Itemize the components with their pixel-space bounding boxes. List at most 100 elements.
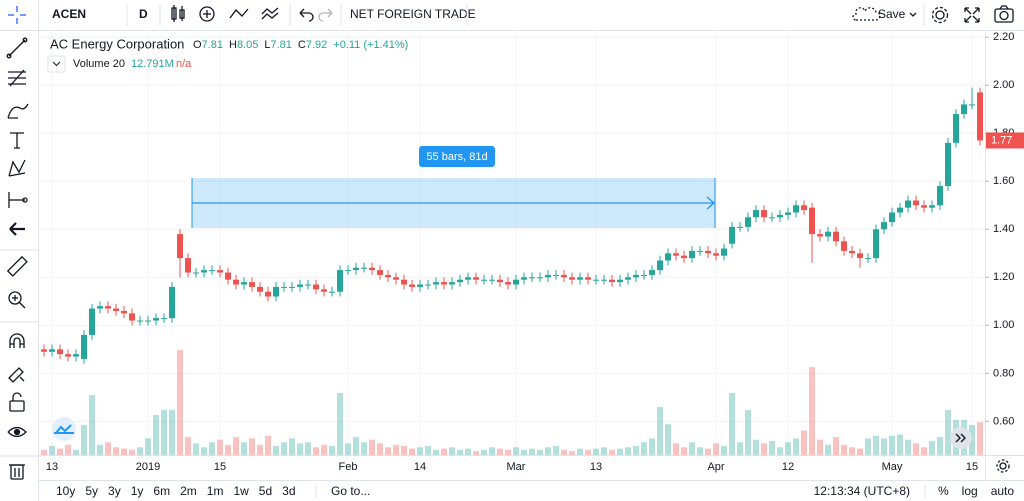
- candle-body: [121, 310, 127, 314]
- volume-bar: [281, 442, 287, 455]
- candle-body: [673, 253, 679, 256]
- pattern-tool[interactable]: [8, 159, 26, 177]
- range-button[interactable]: 5y: [85, 484, 98, 498]
- range-button[interactable]: 1y: [131, 484, 144, 498]
- candle-body: [409, 284, 415, 287]
- range-button[interactable]: 6m: [153, 484, 170, 498]
- candle-body: [921, 205, 927, 208]
- candle-body: [577, 277, 583, 280]
- symbol[interactable]: ACEN: [52, 7, 86, 21]
- candle-body: [153, 318, 159, 321]
- candle-body: [321, 289, 327, 292]
- axis-settings-icon[interactable]: [996, 459, 1010, 473]
- lock-drawing-tool[interactable]: [8, 367, 25, 383]
- top-toolbar: ACEN D NET FOREIGN TRADE Save: [0, 4, 1024, 31]
- volume-bar: [361, 442, 367, 455]
- indicator-button[interactable]: NET FOREIGN TRADE: [350, 7, 476, 21]
- settings-icon[interactable]: [931, 6, 949, 24]
- candle-body: [929, 205, 935, 208]
- goto-button[interactable]: Go to...: [331, 484, 370, 498]
- candle-body: [57, 349, 63, 355]
- zoom-tool[interactable]: [8, 291, 26, 309]
- x-tick-label: 2019: [136, 461, 160, 473]
- trash-tool[interactable]: [9, 464, 25, 480]
- candle-body: [657, 260, 663, 271]
- snapshot-icon[interactable]: [994, 5, 1014, 23]
- text-tool[interactable]: [10, 132, 24, 149]
- range-button[interactable]: 3d: [282, 484, 295, 498]
- ohlc-value: 7.92: [306, 39, 327, 51]
- volume-bar: [705, 448, 711, 455]
- fib-tool[interactable]: [8, 69, 26, 87]
- scale-option[interactable]: %: [938, 484, 949, 498]
- bottom-toolbar: Go to... 12:13:34 (UTC+8) 10y 5y 3y 1y 6m 2m 1…: [56, 484, 1014, 498]
- volume-bar: [257, 444, 263, 455]
- redo-icon: [318, 8, 333, 22]
- candle-body: [625, 277, 631, 280]
- range-button[interactable]: 2m: [180, 484, 197, 498]
- candle-body: [89, 308, 95, 335]
- ohlc-value: 7.81: [202, 39, 223, 51]
- undo-icon[interactable]: [299, 8, 314, 22]
- volume-bar: [697, 447, 703, 455]
- candle-body: [65, 354, 71, 357]
- candle-body: [361, 267, 367, 269]
- templates-icon[interactable]: [261, 7, 279, 20]
- range-button[interactable]: 1m: [207, 484, 224, 498]
- brush-tool[interactable]: [7, 103, 29, 119]
- candle-body: [585, 277, 591, 280]
- x-tick-label: May: [882, 461, 903, 473]
- volume-bar: [561, 449, 567, 455]
- range-button[interactable]: 5d: [259, 484, 272, 498]
- range-button[interactable]: 1w: [233, 484, 249, 498]
- volume-bar: [73, 449, 79, 455]
- scale-option[interactable]: auto: [991, 484, 1015, 498]
- candle-body: [41, 349, 47, 352]
- magnet-tool[interactable]: [9, 333, 25, 348]
- candle-body: [185, 258, 191, 273]
- candle-body: [609, 279, 615, 283]
- candle-type-icon[interactable]: [171, 5, 185, 22]
- crosshair-tool[interactable]: [8, 6, 26, 24]
- range-button[interactable]: 3y: [108, 484, 121, 498]
- volume-bar: [569, 451, 575, 455]
- ohlc-key: O: [193, 39, 202, 51]
- candle-body: [689, 250, 695, 259]
- measure-arrowhead: [706, 196, 715, 210]
- candle-body: [105, 306, 111, 309]
- lock-tool[interactable]: [9, 392, 25, 412]
- volume-bar: [721, 446, 727, 455]
- fullscreen-icon[interactable]: [964, 7, 980, 23]
- visibility-tool[interactable]: [7, 426, 27, 438]
- x-tick-label: 14: [414, 461, 426, 473]
- line-tool[interactable]: [6, 37, 28, 59]
- save-menu[interactable]: [909, 12, 917, 17]
- indicators-icon[interactable]: [229, 8, 249, 19]
- volume-bar: [729, 393, 735, 455]
- save-button[interactable]: Save: [878, 7, 906, 21]
- candle-body: [377, 270, 383, 275]
- collapse-button[interactable]: [47, 55, 66, 73]
- candle-body: [73, 354, 79, 357]
- volume-bar: [929, 440, 935, 455]
- grid: [39, 30, 989, 455]
- interval[interactable]: D: [139, 7, 148, 21]
- volume-bar: [177, 350, 183, 455]
- ruler-tool[interactable]: [6, 255, 28, 277]
- measure-tool[interactable]: [8, 192, 28, 208]
- volume-bar: [801, 430, 807, 455]
- volume-bar: [161, 409, 167, 455]
- scale-option[interactable]: log: [962, 484, 978, 498]
- candle-body: [369, 267, 375, 271]
- compare-icon[interactable]: [199, 6, 215, 22]
- candle-body: [345, 270, 351, 272]
- volume-bar: [617, 448, 623, 455]
- back-tool[interactable]: [9, 222, 25, 236]
- candle-body: [777, 214, 783, 218]
- last-price-box: [986, 132, 1024, 149]
- x-tick-label: 13: [590, 461, 602, 473]
- volume-bar: [305, 442, 311, 455]
- range-button[interactable]: 10y: [56, 484, 75, 498]
- scroll-to-end[interactable]: [950, 427, 972, 449]
